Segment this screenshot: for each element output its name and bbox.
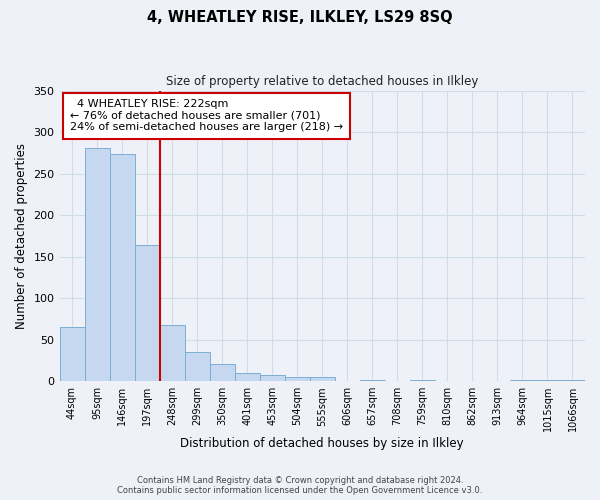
Bar [209,364,235,381]
Bar [59,327,85,381]
Bar [410,380,435,381]
Bar [160,324,185,381]
Text: 4, WHEATLEY RISE, ILKLEY, LS29 8SQ: 4, WHEATLEY RISE, ILKLEY, LS29 8SQ [147,10,453,25]
Text: Contains HM Land Registry data © Crown copyright and database right 2024.
Contai: Contains HM Land Registry data © Crown c… [118,476,482,495]
Bar [260,376,285,381]
Bar [185,352,209,381]
X-axis label: Distribution of detached houses by size in Ilkley: Distribution of detached houses by size … [181,437,464,450]
Bar [560,380,585,381]
Bar [110,154,134,381]
Bar [285,377,310,381]
Bar [134,245,160,381]
Y-axis label: Number of detached properties: Number of detached properties [15,143,28,329]
Bar [535,380,560,381]
Bar [235,373,260,381]
Bar [85,148,110,381]
Title: Size of property relative to detached houses in Ilkley: Size of property relative to detached ho… [166,75,478,88]
Bar [310,377,335,381]
Bar [360,380,385,381]
Text: 4 WHEATLEY RISE: 222sqm  
← 76% of detached houses are smaller (701)
24% of semi: 4 WHEATLEY RISE: 222sqm ← 76% of detache… [70,100,343,132]
Bar [510,380,535,381]
